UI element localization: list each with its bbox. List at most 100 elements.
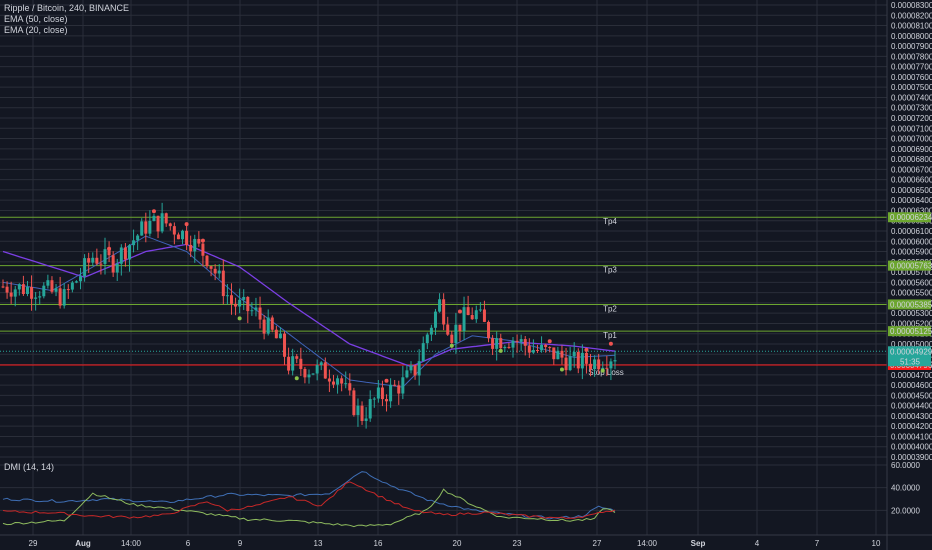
candle-body[interactable] (601, 367, 605, 370)
candle-body[interactable] (181, 230, 185, 240)
candle-body[interactable] (185, 230, 189, 245)
candle-body[interactable] (527, 345, 531, 353)
candle-body[interactable] (291, 356, 295, 371)
candle-body[interactable] (319, 362, 323, 366)
candle-body[interactable] (168, 223, 172, 227)
candle-body[interactable] (593, 359, 597, 370)
candle-body[interactable] (478, 309, 482, 311)
candle-body[interactable] (409, 365, 413, 371)
candle-body[interactable] (140, 221, 144, 236)
candle-body[interactable] (380, 387, 384, 400)
candle-body[interactable] (201, 243, 205, 256)
candle-body[interactable] (111, 255, 115, 273)
candle-body[interactable] (127, 245, 131, 260)
candle-body[interactable] (323, 362, 327, 379)
candle-body[interactable] (193, 238, 197, 252)
candle-body[interactable] (491, 338, 495, 349)
candle-body[interactable] (156, 215, 160, 232)
candle-body[interactable] (38, 296, 42, 298)
candle-body[interactable] (556, 350, 560, 360)
candle-body[interactable] (535, 350, 539, 352)
candle-body[interactable] (511, 340, 515, 348)
candle-body[interactable] (540, 344, 544, 351)
candle-body[interactable] (164, 213, 168, 224)
candle-body[interactable] (70, 282, 74, 290)
candle-body[interactable] (209, 266, 213, 269)
candle-body[interactable] (205, 255, 209, 267)
candle-body[interactable] (13, 289, 17, 297)
candle-body[interactable] (548, 347, 552, 349)
candle-body[interactable] (54, 288, 58, 292)
candle-body[interactable] (62, 289, 66, 306)
candle-body[interactable] (519, 339, 523, 342)
candle-body[interactable] (364, 418, 368, 421)
candle-body[interactable] (172, 226, 176, 235)
candle-body[interactable] (21, 284, 25, 295)
candle-body[interactable] (368, 399, 372, 419)
candle-body[interactable] (58, 288, 62, 306)
candle-body[interactable] (352, 390, 356, 415)
candle-body[interactable] (225, 295, 229, 297)
candle-body[interactable] (119, 247, 123, 264)
candle-body[interactable] (278, 333, 282, 339)
candle-body[interactable] (254, 307, 258, 311)
candle-body[interactable] (466, 307, 470, 316)
candle-body[interactable] (499, 338, 503, 349)
candle-body[interactable] (42, 285, 46, 297)
candle-body[interactable] (311, 373, 315, 375)
candle-body[interactable] (274, 329, 278, 339)
candle-body[interactable] (417, 361, 421, 376)
candle-body[interactable] (552, 347, 556, 360)
candle-body[interactable] (327, 378, 331, 382)
candle-body[interactable] (217, 270, 221, 274)
candle-body[interactable] (115, 263, 119, 273)
candle-body[interactable] (584, 352, 588, 364)
candle-body[interactable] (613, 360, 617, 362)
candles[interactable] (1, 202, 617, 429)
candle-body[interactable] (303, 368, 307, 378)
candle-body[interactable] (107, 249, 111, 256)
candle-body[interactable] (9, 292, 13, 297)
candle-body[interactable] (425, 334, 429, 344)
candle-body[interactable] (262, 319, 266, 334)
candle-body[interactable] (389, 384, 393, 402)
candle-body[interactable] (123, 247, 127, 260)
candle-body[interactable] (605, 367, 609, 369)
candle-body[interactable] (576, 351, 580, 369)
candle-body[interactable] (238, 299, 242, 307)
candle-body[interactable] (46, 280, 50, 286)
candle-body[interactable] (458, 324, 462, 331)
candle-body[interactable] (507, 346, 511, 348)
candle-body[interactable] (405, 370, 409, 378)
candle-body[interactable] (421, 343, 425, 362)
candle-body[interactable] (544, 344, 548, 348)
candle-body[interactable] (95, 257, 99, 264)
candle-body[interactable] (250, 310, 254, 312)
candle-body[interactable] (474, 310, 478, 320)
candle-body[interactable] (144, 221, 148, 234)
candle-body[interactable] (429, 327, 433, 335)
candle-body[interactable] (564, 357, 568, 371)
candle-body[interactable] (5, 286, 9, 293)
candle-body[interactable] (50, 280, 54, 292)
candle-body[interactable] (568, 356, 572, 371)
candle-body[interactable] (91, 257, 95, 263)
candle-body[interactable] (34, 297, 38, 299)
candle-body[interactable] (531, 350, 535, 353)
candle-body[interactable] (515, 340, 519, 342)
candle-body[interactable] (299, 358, 303, 369)
candle-body[interactable] (266, 317, 270, 334)
candle-body[interactable] (246, 296, 250, 312)
candle-body[interactable] (242, 296, 246, 300)
candle-body[interactable] (597, 359, 601, 370)
candle-body[interactable] (589, 363, 593, 370)
candle-body[interactable] (221, 270, 225, 297)
candle-body[interactable] (572, 351, 576, 357)
candle-body[interactable] (176, 234, 180, 240)
candle-body[interactable] (283, 333, 287, 357)
candle-body[interactable] (495, 338, 499, 349)
candle-body[interactable] (344, 383, 348, 385)
candle-body[interactable] (258, 307, 262, 320)
